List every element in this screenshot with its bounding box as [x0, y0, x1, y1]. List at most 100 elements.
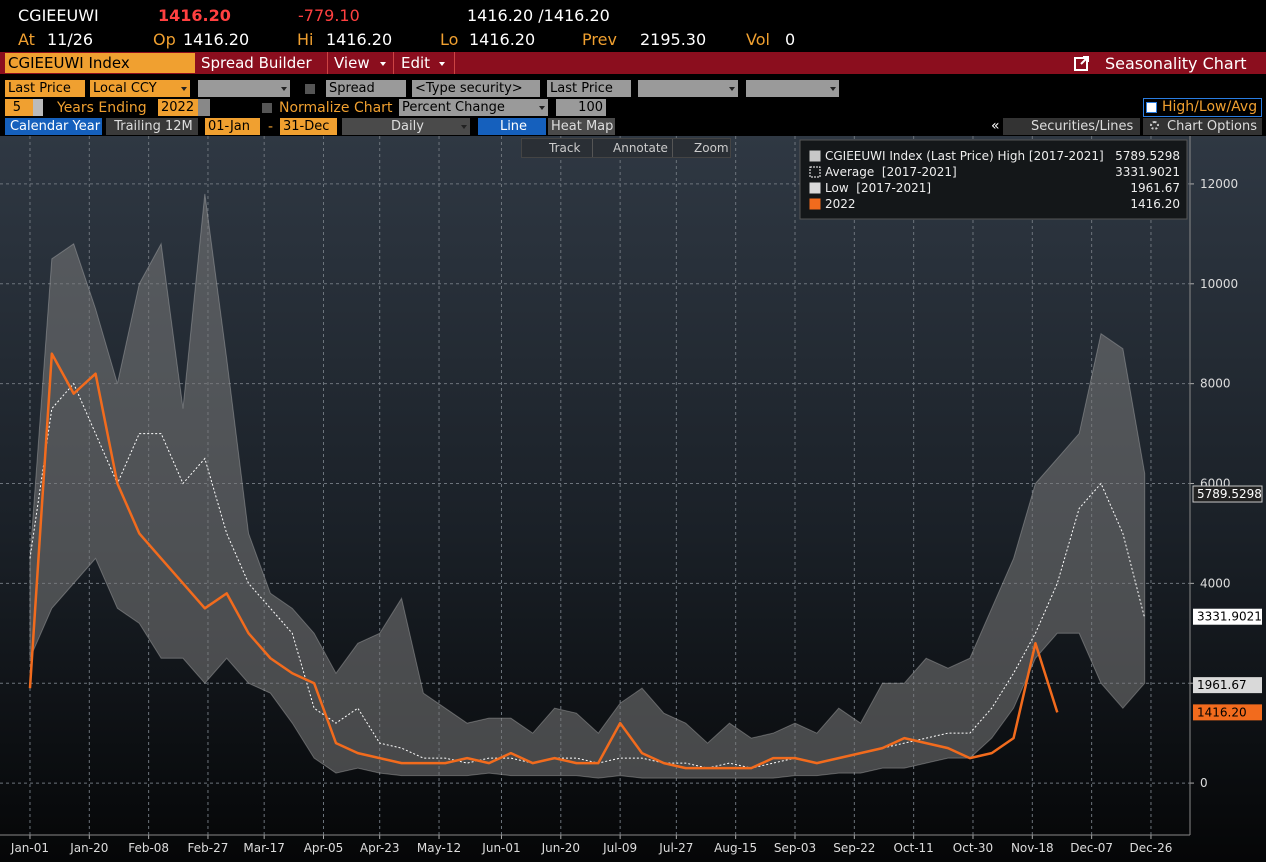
end-date[interactable]: 31-Dec — [280, 118, 337, 135]
field2-select[interactable]: Last Price — [547, 80, 631, 97]
legend-label: Average [2017-2021] — [825, 165, 957, 179]
x-tick-label: Jan-01 — [10, 841, 49, 855]
field-select[interactable]: Last Price — [5, 80, 85, 97]
options-button[interactable]: Chart Options — [1143, 118, 1262, 135]
menu-item[interactable]: Edit — [401, 54, 431, 72]
chart-tools: Track Annotate Zoom — [521, 138, 731, 158]
legend-value: 3331.9021 — [1115, 165, 1180, 179]
value-badge — [1192, 485, 1263, 503]
spread-field[interactable]: Spread — [326, 80, 406, 97]
normalize-label: Normalize Chart — [279, 100, 393, 116]
x-tick-label: Oct-30 — [953, 841, 993, 855]
y-tick-label: 4000 — [1200, 576, 1231, 590]
line-button[interactable]: Line — [478, 118, 546, 135]
collapse[interactable]: « — [991, 118, 1000, 134]
value-badge-label: 5789.5298 — [1197, 487, 1262, 501]
securities-button[interactable]: Securities/Lines — [1003, 118, 1140, 135]
x-tick-label: Oct-11 — [893, 841, 933, 855]
stat-label: Prev — [582, 30, 617, 49]
spinner[interactable] — [198, 99, 210, 116]
x-tick-label: Sep-22 — [833, 841, 875, 855]
heatmap-button[interactable]: Heat Map — [548, 118, 615, 135]
trailing-button[interactable]: Trailing 12M — [106, 118, 198, 135]
gear-icon — [1150, 121, 1159, 130]
legend-label: CGIEEUWI Index (Last Price) High [2017-2… — [825, 149, 1104, 163]
y-tick-label: 12000 — [1200, 177, 1238, 191]
legend-swatch — [809, 198, 821, 210]
series-line — [29, 382, 1146, 769]
tool[interactable]: Zoom — [694, 141, 729, 155]
y-tick-label: 0 — [1200, 776, 1208, 790]
checkbox[interactable] — [305, 84, 315, 94]
value-badge — [1193, 677, 1262, 694]
freq-select[interactable]: Daily — [342, 118, 470, 135]
value-badge-label: 3331.9021 — [1197, 610, 1262, 624]
stat-value: 0 — [785, 30, 796, 49]
checkbox[interactable] — [262, 103, 272, 113]
security-tab[interactable]: CGIEEUWI Index — [5, 53, 195, 73]
menu-item[interactable]: View — [334, 54, 370, 72]
value-badge-label: 1416.20 — [1197, 705, 1247, 719]
legend-value: 1416.20 — [1130, 197, 1180, 211]
y-tick-label: 8000 — [1200, 377, 1231, 391]
empty-select[interactable] — [746, 80, 839, 97]
years-label: Years Ending — [57, 100, 147, 116]
ticker: CGIEEUWI — [18, 6, 99, 25]
change: -779.10 — [298, 6, 360, 25]
x-tick-label: Dec-07 — [1070, 841, 1113, 855]
dash: - — [268, 119, 274, 135]
stat-label: Hi — [297, 30, 314, 49]
start-date[interactable]: 01-Jan — [205, 118, 260, 135]
export-icon[interactable] — [1074, 55, 1090, 71]
x-tick-label: Feb-08 — [128, 841, 169, 855]
spinner[interactable] — [33, 99, 43, 116]
bid-ask: 1416.20 /1416.20 — [467, 6, 610, 25]
x-tick-label: Apr-23 — [360, 841, 400, 855]
series-line — [28, 352, 1059, 770]
menu-bar: CGIEEUWI Index Spread Builder View Edit … — [0, 52, 1266, 74]
x-tick-label: Apr-05 — [304, 841, 344, 855]
price: 1416.20 — [158, 6, 231, 25]
legend-swatch — [809, 166, 821, 178]
legend-label: 2022 — [825, 197, 856, 211]
year-end-input[interactable]: 2022 — [158, 99, 198, 116]
currency-select[interactable]: Local CCY — [90, 80, 190, 97]
stat-value: 1416.20 — [183, 30, 250, 49]
stat-label: Vol — [746, 30, 770, 49]
x-tick-label: Jun-01 — [481, 841, 520, 855]
stat-label: Lo — [440, 30, 459, 49]
legend-swatch — [809, 150, 821, 162]
x-tick-label: Sep-03 — [774, 841, 816, 855]
hla-toggle[interactable]: High/Low/Avg — [1143, 98, 1262, 117]
tool[interactable]: Track — [549, 141, 581, 155]
stat-label: At — [18, 30, 35, 49]
tool[interactable]: Annotate — [613, 141, 668, 155]
x-tick-label: Jun-20 — [541, 841, 580, 855]
x-tick-label: Jul-09 — [602, 841, 637, 855]
legend-box — [799, 139, 1188, 220]
empty-select[interactable] — [198, 80, 290, 97]
calendar-button[interactable]: Calendar Year — [5, 118, 102, 135]
base-input[interactable]: 100 — [556, 99, 606, 116]
function-title: Seasonality Chart — [1105, 54, 1247, 73]
mode-select[interactable]: Percent Change — [399, 99, 548, 116]
stat-value: 1416.20 — [469, 30, 536, 49]
legend-value: 1961.67 — [1130, 181, 1180, 195]
x-tick-label: Aug-15 — [714, 841, 757, 855]
security-input[interactable]: <Type security> — [412, 80, 540, 97]
menu-item[interactable]: Spread Builder — [201, 54, 312, 72]
x-tick-label: May-12 — [417, 841, 461, 855]
x-tick-label: Nov-18 — [1011, 841, 1054, 855]
legend-value: 5789.5298 — [1115, 149, 1180, 163]
empty-select[interactable] — [638, 80, 738, 97]
value-badge — [1193, 608, 1262, 625]
legend-label: Low [2017-2021] — [825, 181, 931, 195]
legend-swatch — [809, 182, 821, 194]
hla-label: High/Low/Avg — [1162, 99, 1258, 115]
high-low-band — [29, 193, 1146, 779]
years-input[interactable]: 5 — [5, 99, 33, 116]
x-tick-label: Jan-20 — [69, 841, 108, 855]
value-badge — [1193, 704, 1262, 721]
stat-label: Op — [153, 30, 176, 49]
